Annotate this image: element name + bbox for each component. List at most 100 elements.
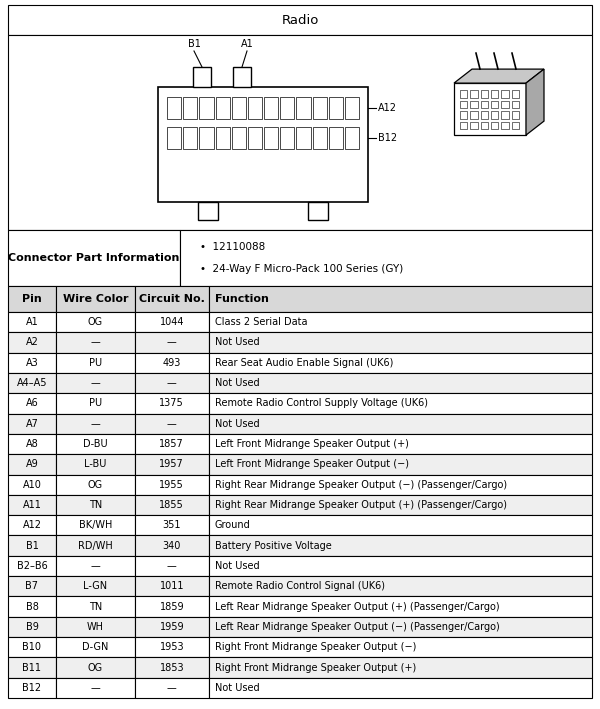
Bar — [248, 97, 262, 119]
Bar — [135, 535, 209, 556]
Bar — [8, 556, 56, 576]
Text: B1: B1 — [188, 39, 200, 49]
Bar — [8, 495, 56, 515]
Text: Battery Positive Voltage: Battery Positive Voltage — [215, 541, 332, 551]
Text: Remote Radio Control Signal (UK6): Remote Radio Control Signal (UK6) — [215, 581, 385, 591]
Bar — [209, 535, 592, 556]
Text: Ground: Ground — [215, 520, 251, 530]
Text: A8: A8 — [26, 439, 38, 449]
Bar — [8, 678, 56, 698]
Text: A7: A7 — [26, 419, 38, 429]
Text: Right Rear Midrange Speaker Output (−) (Passenger/Cargo): Right Rear Midrange Speaker Output (−) (… — [215, 480, 507, 490]
Text: Not Used: Not Used — [215, 419, 260, 429]
Text: Right Rear Midrange Speaker Output (+) (Passenger/Cargo): Right Rear Midrange Speaker Output (+) (… — [215, 500, 507, 510]
Text: 1855: 1855 — [160, 500, 184, 510]
Polygon shape — [454, 69, 544, 83]
Bar — [158, 87, 368, 202]
Bar — [512, 122, 519, 129]
Text: 1375: 1375 — [160, 398, 184, 408]
Text: 351: 351 — [163, 520, 181, 530]
Text: 340: 340 — [163, 541, 181, 551]
Text: 493: 493 — [163, 358, 181, 368]
Bar — [209, 515, 592, 535]
Bar — [209, 556, 592, 576]
Bar — [209, 596, 592, 617]
Bar — [56, 657, 135, 678]
Bar — [135, 617, 209, 637]
Text: Right Front Midrange Speaker Output (−): Right Front Midrange Speaker Output (−) — [215, 642, 416, 652]
Bar — [512, 111, 519, 118]
Text: —: — — [91, 561, 100, 571]
Bar — [209, 617, 592, 637]
Bar — [56, 617, 135, 637]
Bar — [56, 495, 135, 515]
Bar — [180, 230, 592, 286]
Text: A4–A5: A4–A5 — [17, 378, 47, 388]
Bar — [454, 83, 526, 135]
Text: RD/WH: RD/WH — [78, 541, 113, 551]
Bar — [8, 230, 180, 286]
Text: B7: B7 — [25, 581, 38, 591]
Bar — [502, 101, 509, 108]
Text: A11: A11 — [23, 500, 41, 510]
Text: B11: B11 — [22, 662, 41, 673]
Text: 1859: 1859 — [160, 601, 184, 612]
Bar — [56, 678, 135, 698]
Bar — [460, 101, 467, 108]
Bar — [56, 393, 135, 413]
Bar — [183, 127, 197, 149]
Text: PU: PU — [89, 358, 102, 368]
Bar — [8, 312, 56, 333]
Bar — [56, 535, 135, 556]
Bar — [8, 637, 56, 657]
Bar — [264, 97, 278, 119]
Text: B10: B10 — [22, 642, 41, 652]
Text: Radio: Radio — [281, 13, 319, 26]
Polygon shape — [526, 69, 544, 135]
Bar — [56, 352, 135, 373]
Bar — [209, 413, 592, 434]
Bar — [502, 90, 509, 98]
Bar — [8, 35, 592, 230]
Bar — [135, 286, 209, 312]
Bar — [209, 312, 592, 333]
Bar — [460, 111, 467, 118]
Bar — [8, 515, 56, 535]
Bar — [232, 127, 246, 149]
Bar — [56, 596, 135, 617]
Text: OG: OG — [88, 662, 103, 673]
Text: Not Used: Not Used — [215, 378, 260, 388]
Text: A2: A2 — [26, 337, 38, 347]
Bar — [135, 596, 209, 617]
Bar — [232, 97, 246, 119]
Bar — [209, 333, 592, 352]
Bar — [8, 657, 56, 678]
Text: Not Used: Not Used — [215, 337, 260, 347]
Text: A1: A1 — [26, 317, 38, 327]
Bar — [470, 111, 478, 118]
Bar — [8, 617, 56, 637]
Bar — [135, 678, 209, 698]
Text: B12: B12 — [378, 133, 397, 143]
Bar — [8, 393, 56, 413]
Bar — [135, 474, 209, 495]
Text: 1044: 1044 — [160, 317, 184, 327]
Text: •  24-Way F Micro-Pack 100 Series (GY): • 24-Way F Micro-Pack 100 Series (GY) — [200, 264, 403, 274]
Bar — [209, 434, 592, 454]
Bar — [209, 393, 592, 413]
Bar — [209, 286, 592, 312]
Text: Not Used: Not Used — [215, 683, 260, 693]
Bar — [313, 127, 326, 149]
Text: A6: A6 — [26, 398, 38, 408]
Text: —: — — [91, 683, 100, 693]
Bar — [345, 127, 359, 149]
Text: TN: TN — [89, 601, 102, 612]
Bar — [135, 373, 209, 393]
Bar — [135, 657, 209, 678]
Bar — [481, 122, 488, 129]
Bar — [56, 312, 135, 333]
Bar — [56, 556, 135, 576]
Text: OG: OG — [88, 317, 103, 327]
Bar — [502, 111, 509, 118]
Text: Left Front Midrange Speaker Output (−): Left Front Midrange Speaker Output (−) — [215, 459, 409, 469]
